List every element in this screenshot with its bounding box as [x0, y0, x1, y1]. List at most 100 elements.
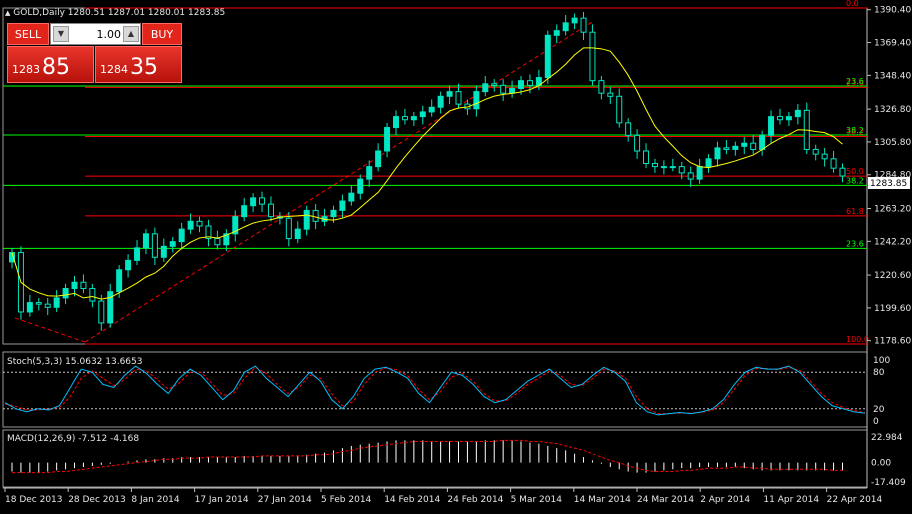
price-tick-label: 1326.80: [874, 105, 911, 115]
ask-quote-button[interactable]: 1284 35: [95, 46, 182, 83]
candle: [607, 86, 614, 105]
candle: [392, 110, 399, 136]
price-tick-label: 1220.60: [874, 271, 911, 281]
candle: [571, 13, 578, 30]
bid-price-big: 85: [42, 55, 70, 80]
time-tick-label: 22 Apr 2014: [827, 495, 883, 505]
candle: [53, 290, 60, 312]
time-tick-label: 24 Feb 2014: [447, 495, 503, 505]
macd-signal-line: [12, 439, 843, 474]
candle: [660, 160, 667, 175]
macd-tick-label: 0.00: [871, 459, 891, 469]
lot-size-control: ▼ ▲: [50, 23, 141, 45]
candle: [160, 238, 167, 262]
candle: [750, 135, 757, 155]
price-tick-label: 1178.60: [874, 337, 911, 347]
lot-size-input[interactable]: [71, 26, 123, 42]
candle: [285, 211, 292, 247]
trendline-low[interactable]: [14, 317, 86, 343]
fib-level-label: 61.8: [846, 207, 864, 216]
price-tick-label: 1263.20: [874, 205, 911, 215]
candle: [562, 15, 569, 36]
candle: [687, 166, 694, 187]
chart-header: ▲ GOLD,Daily 1280.51 1287.01 1280.01 128…: [5, 8, 225, 18]
stoch-tick-label: 20: [873, 405, 885, 415]
fib-level-label: 38.2: [846, 176, 864, 185]
ask-price-big: 35: [130, 55, 158, 80]
time-tick-label: 14 Feb 2014: [384, 495, 440, 505]
buy-button[interactable]: BUY: [142, 23, 182, 45]
candle: [80, 274, 87, 294]
candle: [500, 79, 507, 101]
time-tick-label: 14 Mar 2014: [574, 495, 631, 505]
candle: [35, 297, 42, 311]
trendlines[interactable]: [14, 21, 593, 343]
one-click-trading-panel: SELL ▼ ▲ BUY 1283 85 1284 35: [7, 23, 182, 83]
candle: [643, 143, 650, 169]
stoch-main-line: [4, 365, 866, 416]
candle: [187, 213, 194, 234]
candle: [776, 108, 783, 125]
macd-title: MACD(12,26,9) -7.512 -4.168: [7, 434, 139, 444]
bid-quote-button[interactable]: 1283 85: [7, 46, 94, 83]
fib-level-label: 23.6: [846, 77, 864, 86]
candle: [339, 194, 346, 219]
candle: [803, 102, 810, 155]
ask-price-small: 1284: [100, 63, 128, 76]
candle: [768, 110, 775, 144]
candle: [134, 240, 141, 266]
candle: [625, 118, 632, 142]
bid-price-small: 1283: [12, 63, 40, 76]
candle: [178, 222, 185, 250]
time-tick-label: 5 Feb 2014: [321, 495, 372, 505]
candle: [125, 254, 132, 278]
candle: [142, 229, 149, 255]
candle: [598, 75, 605, 100]
candle: [241, 197, 248, 222]
time-tick-label: 28 Dec 2013: [68, 495, 126, 505]
price-tick-label: 1348.40: [874, 71, 911, 81]
candle: [375, 143, 382, 172]
macd-tick-label: 22.984: [871, 433, 903, 443]
candle: [437, 91, 444, 114]
time-tick-label: 27 Jan 2014: [258, 495, 312, 505]
macd-indicator: 22.984 0.00 -17.409: [11, 433, 906, 488]
stoch-tick-label: 0: [873, 417, 879, 427]
candle: [491, 79, 498, 92]
candle: [62, 283, 69, 305]
candle: [214, 230, 221, 250]
candle: [714, 141, 721, 167]
candle: [794, 104, 801, 125]
candle: [616, 88, 623, 128]
candle: [348, 185, 355, 206]
candle: [89, 283, 96, 308]
candle: [723, 140, 730, 155]
price-tick-label: 1390.40: [874, 6, 911, 16]
candle: [553, 24, 560, 44]
candle: [410, 111, 417, 126]
candle: [785, 111, 792, 126]
candle: [169, 236, 176, 253]
time-tick-label: 11 Apr 2014: [763, 495, 819, 505]
moving-average-line: [11, 47, 843, 300]
candle: [544, 30, 551, 84]
time-tick-label: 8 Jan 2014: [131, 495, 179, 505]
fib-level-label: 38.2: [846, 126, 864, 135]
candle: [839, 163, 846, 183]
candle: [357, 174, 364, 200]
candle: [250, 193, 257, 212]
candle: [741, 136, 748, 155]
candle: [589, 24, 596, 86]
candle: [223, 229, 230, 252]
candle: [669, 158, 676, 172]
candle: [705, 154, 712, 173]
trendline-up[interactable]: [84, 21, 593, 343]
lot-decrease-icon[interactable]: ▼: [53, 26, 69, 42]
lot-increase-icon[interactable]: ▲: [123, 26, 139, 42]
price-tick-label: 1305.80: [874, 138, 911, 148]
candle: [151, 227, 158, 266]
sell-button[interactable]: SELL: [7, 23, 49, 45]
stoch-signal-line: [4, 366, 866, 415]
